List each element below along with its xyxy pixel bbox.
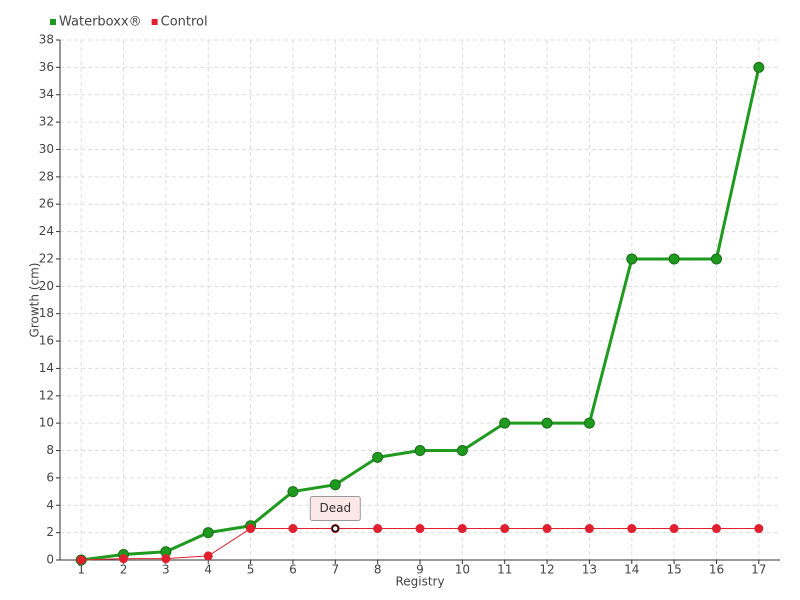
data-point	[500, 524, 510, 534]
x-tick-label: 11	[497, 563, 512, 577]
data-point	[76, 555, 86, 565]
y-tick-label: 16	[39, 334, 54, 348]
x-tick-label: 10	[455, 563, 470, 577]
data-point	[499, 417, 511, 429]
y-tick-label: 36	[39, 60, 54, 74]
x-axis-label: Registry	[395, 575, 444, 589]
data-point	[287, 486, 299, 498]
data-point	[542, 524, 552, 534]
data-point	[456, 445, 468, 457]
x-tick-label: 9	[416, 563, 424, 577]
y-tick-label: 8	[46, 443, 54, 457]
y-tick-label: 12	[39, 388, 54, 402]
legend-label: Control	[161, 15, 208, 30]
annotation-point	[331, 524, 340, 533]
data-point	[584, 524, 594, 534]
x-tick-label: 16	[709, 563, 724, 577]
x-tick-label: 1	[77, 563, 85, 577]
data-point	[161, 554, 171, 564]
y-axis-label: Growth (cm)	[28, 263, 42, 338]
data-point	[288, 524, 298, 534]
y-tick-label: 30	[39, 142, 54, 156]
y-tick-label: 10	[39, 416, 54, 430]
x-tick-label: 4	[204, 563, 212, 577]
y-tick-label: 14	[39, 361, 54, 375]
y-tick-label: 22	[39, 251, 54, 265]
data-point	[626, 253, 638, 265]
x-tick-label: 6	[289, 563, 297, 577]
legend-label: Waterboxx®	[59, 15, 142, 30]
y-tick-label: 26	[39, 197, 54, 211]
data-point	[711, 524, 721, 534]
y-tick-label: 38	[39, 33, 54, 47]
data-point	[415, 524, 425, 534]
legend-swatch	[50, 19, 56, 25]
annotation-text: Dead	[319, 501, 351, 515]
x-tick-label: 15	[666, 563, 681, 577]
y-tick-label: 2	[46, 525, 54, 539]
data-point	[373, 524, 383, 534]
data-point	[414, 445, 426, 457]
data-point	[710, 253, 722, 265]
data-point	[541, 417, 553, 429]
y-tick-label: 18	[39, 306, 54, 320]
y-tick-label: 28	[39, 169, 54, 183]
x-tick-label: 14	[624, 563, 639, 577]
data-point	[627, 524, 637, 534]
data-point	[246, 524, 256, 534]
data-point	[457, 524, 467, 534]
data-point	[203, 551, 213, 561]
y-tick-label: 0	[46, 553, 54, 567]
y-tick-label: 20	[39, 279, 54, 293]
y-tick-label: 4	[46, 498, 54, 512]
x-tick-label: 7	[331, 563, 339, 577]
data-point	[119, 554, 129, 564]
x-tick-label: 5	[247, 563, 255, 577]
x-tick-label: 2	[120, 563, 128, 577]
data-point	[583, 417, 595, 429]
y-tick-label: 24	[39, 224, 54, 238]
y-tick-label: 6	[46, 470, 54, 484]
data-point	[668, 253, 680, 265]
annotation-box	[309, 496, 361, 522]
data-point	[329, 479, 341, 491]
x-tick-label: 8	[374, 563, 382, 577]
x-tick-label: 13	[582, 563, 597, 577]
legend-swatch	[151, 19, 158, 25]
data-point	[753, 61, 765, 73]
data-point	[669, 524, 679, 534]
data-point	[372, 451, 384, 463]
y-tick-label: 32	[39, 115, 54, 129]
data-point	[202, 527, 214, 539]
x-tick-label: 17	[751, 563, 766, 577]
data-point	[754, 524, 764, 534]
x-tick-label: 3	[162, 563, 170, 577]
x-tick-label: 12	[539, 563, 554, 577]
y-tick-label: 34	[39, 87, 54, 101]
